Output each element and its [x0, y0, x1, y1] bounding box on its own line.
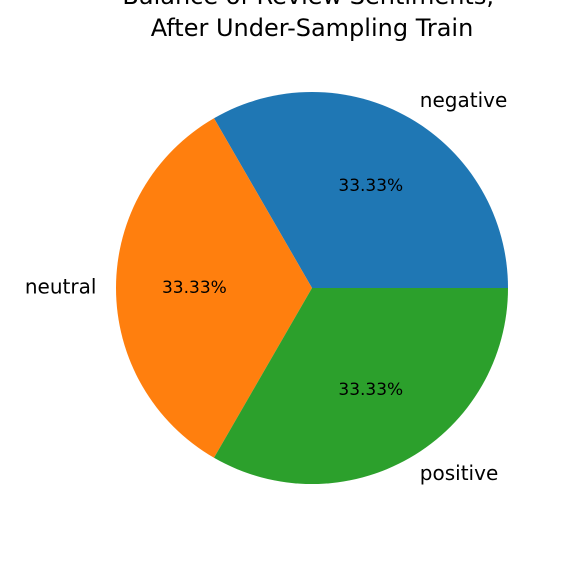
slice-label-negative: negative — [420, 88, 507, 112]
slice-label-neutral: neutral — [25, 275, 97, 299]
slice-value-label-positive: 33.33% — [338, 380, 403, 400]
slice-value-label-negative: 33.33% — [338, 176, 403, 196]
chart-title: Balance of Review Sentiments, After Unde… — [122, 0, 501, 42]
chart-title-line-2: After Under-Sampling Train — [151, 14, 474, 42]
slice-value-label-neutral: 33.33% — [162, 278, 227, 298]
slice-label-positive: positive — [420, 461, 498, 485]
chart-title-line-1: Balance of Review Sentiments, — [122, 0, 494, 10]
